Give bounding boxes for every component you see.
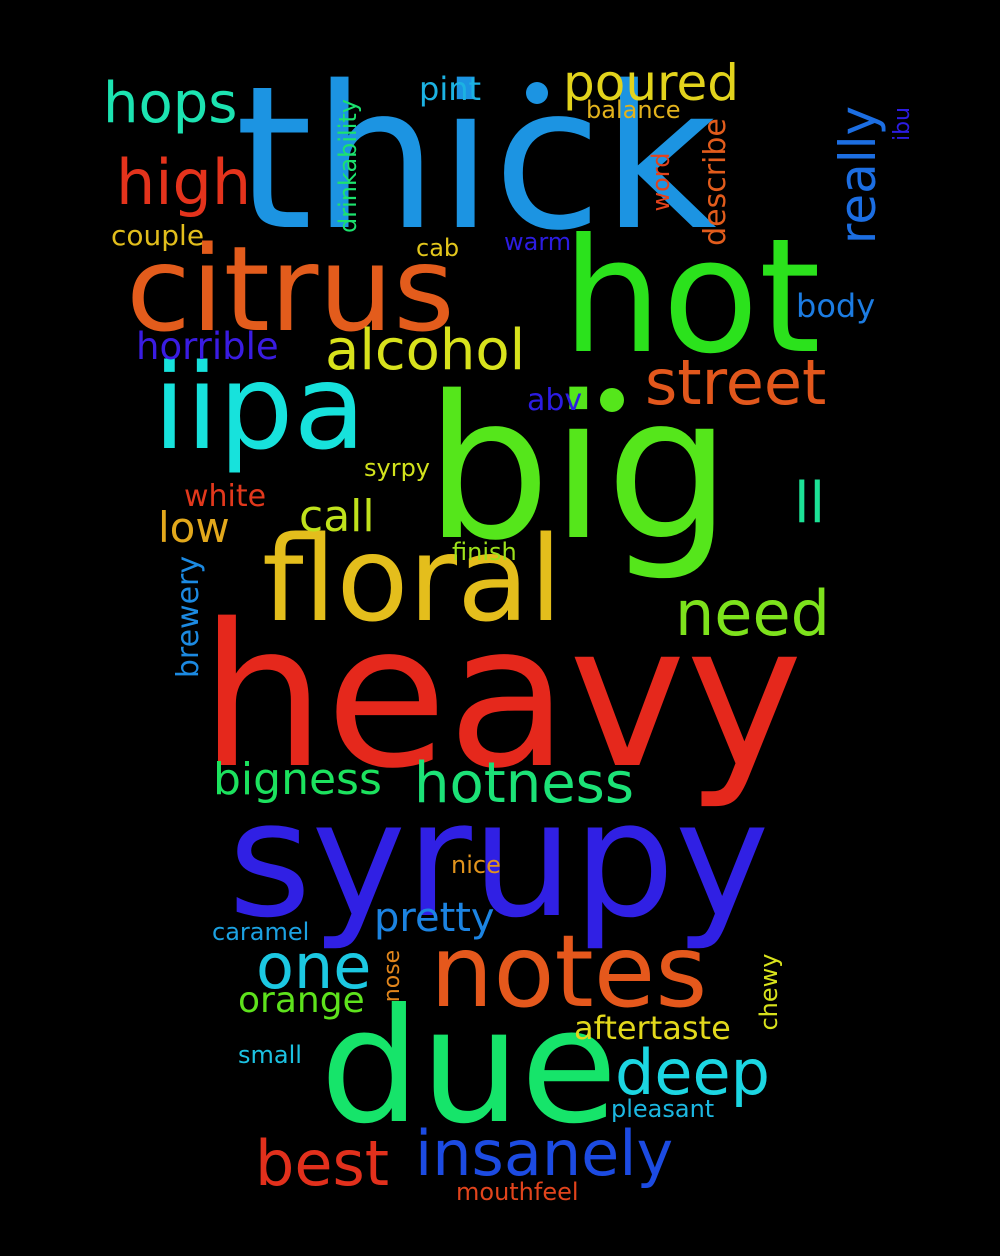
word-call: call (299, 491, 375, 542)
word-drinkability: drinkability (334, 98, 362, 234)
word-pleasant: pleasant (611, 1095, 715, 1123)
word-mouthfeel: mouthfeel (456, 1178, 579, 1206)
word-big: big (425, 353, 732, 584)
word-ibu: ibu (890, 106, 915, 142)
dot-mark (526, 82, 548, 104)
word-body: body (796, 287, 876, 325)
word-due: due (320, 975, 618, 1159)
word-thick: thick (235, 43, 717, 274)
word-cab: cab (416, 234, 460, 262)
word-high: high (116, 146, 252, 219)
word-hops: hops (103, 71, 238, 136)
word-notes: notes (430, 913, 708, 1030)
word-really: really (829, 105, 887, 245)
word-floral: floral (262, 510, 563, 648)
word-heavy: heavy (200, 581, 803, 812)
word-horrible: horrible (136, 325, 279, 368)
word-white: white (184, 479, 267, 514)
word-nice: nice (451, 851, 501, 879)
word-need: need (675, 577, 830, 650)
word-one: one (256, 930, 372, 1003)
word-alcohol: alcohol (325, 318, 526, 383)
word-hot: hot (562, 205, 821, 389)
word-orange: orange (238, 980, 365, 1021)
word-bigness: bigness (213, 754, 382, 805)
word-syrupy: syrupy (228, 766, 770, 953)
word-hotness: hotness (414, 751, 635, 816)
word-warm: warm (504, 228, 572, 256)
word-street: street (645, 346, 827, 419)
word-brewery: brewery (171, 555, 206, 679)
word-abv: abv (527, 383, 583, 418)
word-syrpy: syrpy (364, 454, 431, 482)
word-citrus: citrus (126, 220, 455, 358)
word-poured: poured (563, 54, 739, 112)
word-small: small (238, 1041, 302, 1069)
word-chewy: chewy (755, 953, 783, 1031)
word-iipa: iipa (153, 338, 366, 476)
word-deep: deep (615, 1036, 770, 1109)
word-couple: couple (111, 219, 205, 252)
word-balance: balance (586, 96, 681, 124)
word-best: best (255, 1127, 390, 1200)
word-ll: ll (794, 471, 826, 536)
word-word: word (647, 152, 675, 212)
word-nose: nose (380, 949, 405, 1003)
word-pretty: pretty (374, 895, 495, 941)
dot-mark (600, 388, 624, 412)
word-caramel: caramel (212, 918, 310, 946)
word-aftertaste: aftertaste (574, 1009, 731, 1047)
word-finish: finish (452, 538, 517, 566)
word-low: low (158, 503, 230, 552)
word-pint: pint (419, 70, 482, 108)
word-insanely: insanely (415, 1117, 674, 1190)
word-describe: describe (698, 118, 733, 246)
